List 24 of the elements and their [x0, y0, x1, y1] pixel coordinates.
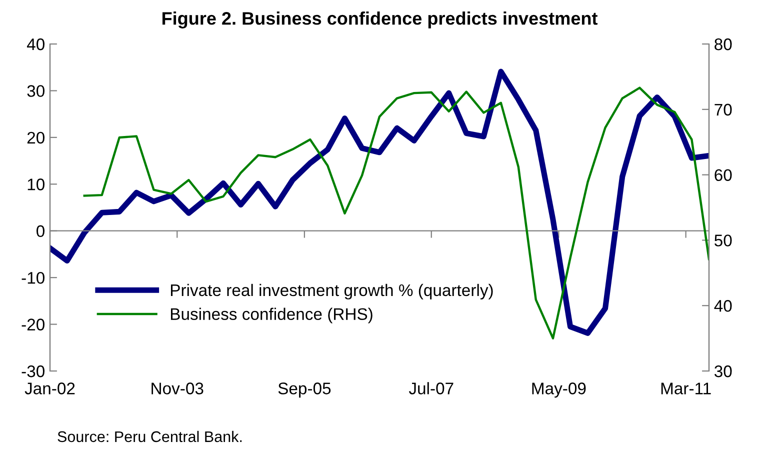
chart-title: Figure 2. Business confidence predicts investment	[162, 12, 598, 28]
y2-tick-label: 60	[714, 169, 732, 182]
legend-label: Business confidence (RHS)	[170, 308, 372, 324]
x-tick-label: Nov-03	[152, 382, 204, 394]
y-tick-label: -10	[22, 272, 44, 284]
x-tick-label: Sep-05	[278, 382, 331, 398]
y2-tick-label: 70	[714, 104, 732, 116]
x-tick-label: Jul-07	[408, 382, 454, 394]
x-tick-label: Mar-11	[661, 382, 711, 394]
y-tick-label: 30	[27, 85, 44, 97]
y-tick-label: 10	[28, 178, 44, 190]
y-tick-label: 20	[27, 132, 44, 144]
y2-tick-label: 40	[714, 300, 732, 312]
x-tick-label: May-09	[532, 382, 586, 398]
y-tick-label: -30	[22, 365, 44, 378]
y-tick-label: 0	[36, 225, 44, 238]
y2-tick-label: 50	[714, 234, 732, 246]
y-tick-label: 40	[26, 38, 44, 50]
y-tick-label: -20	[22, 318, 44, 330]
x-tick-label: Jan-02	[24, 382, 75, 394]
source-note: Source: Peru Central Bank.	[58, 430, 242, 442]
y2-tick-label: 30	[714, 365, 732, 378]
y2-tick-label: 80	[714, 38, 732, 50]
legend-label: Private real investment growth % (quarterly)	[170, 284, 493, 300]
